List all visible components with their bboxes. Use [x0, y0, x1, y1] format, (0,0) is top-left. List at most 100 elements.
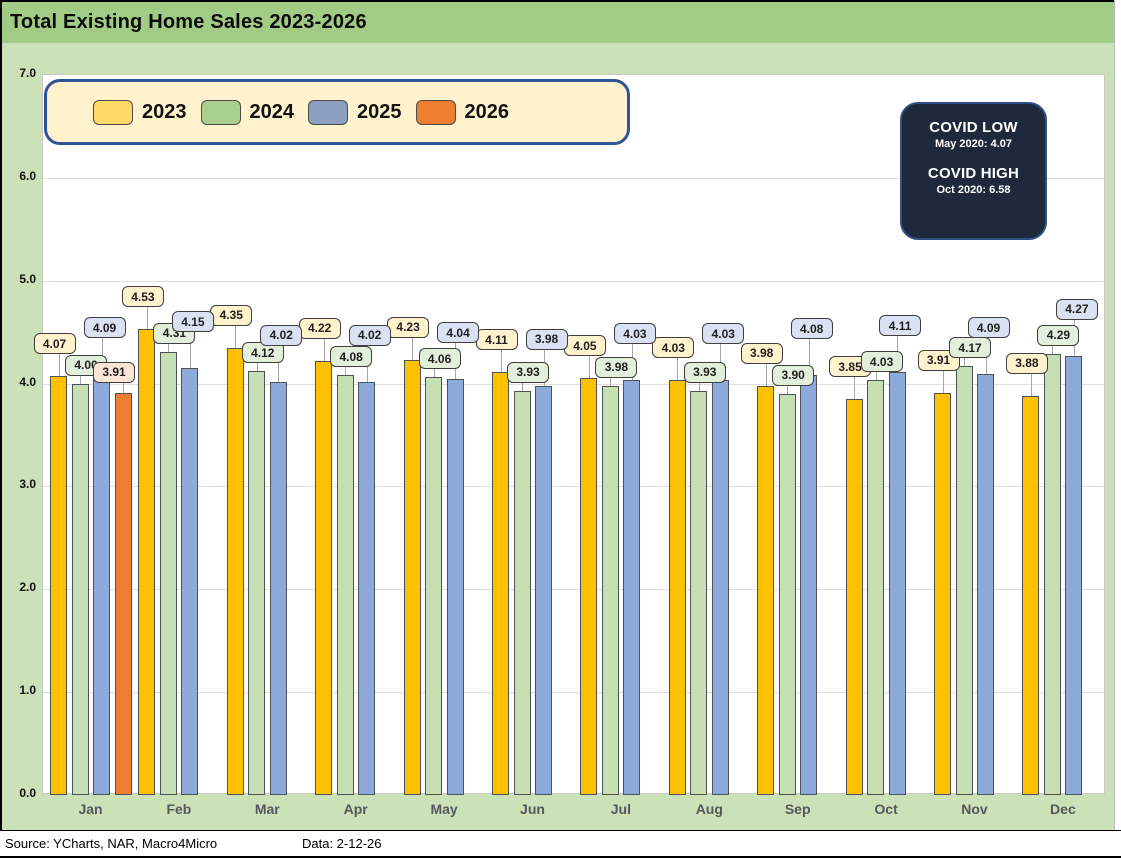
value-callout-2025-feb: 4.15	[171, 311, 214, 333]
spacer	[902, 150, 1045, 165]
legend-swatch-2026	[415, 99, 456, 125]
bar-2023-nov	[934, 392, 951, 795]
x-axis-label-oct: Oct	[874, 801, 898, 817]
y-axis-tick-label: 7.0	[19, 66, 36, 80]
callout-leader-line	[146, 307, 148, 330]
covid-high-title: COVID HIGH	[927, 165, 1020, 182]
value-callout-2025-oct: 4.11	[879, 315, 922, 337]
callout-leader-line	[256, 363, 258, 372]
legend-item-2023: 2023	[93, 99, 187, 125]
value-callout-2023-dec: 3.88	[1005, 352, 1048, 374]
callout-leader-line	[787, 385, 789, 394]
bar-2023-jun	[492, 372, 509, 795]
value-callout-2025-jun: 3.98	[525, 328, 568, 350]
bar-2024-may	[425, 377, 443, 795]
bar-2025-jul	[623, 380, 641, 795]
value-callout-2023-mar: 4.35	[210, 304, 253, 326]
bar-2026-jan	[114, 392, 132, 795]
value-callout-2025-dec: 4.27	[1055, 298, 1098, 320]
x-axis-label-dec: Dec	[1050, 801, 1076, 817]
value-callout-2025-mar: 4.02	[260, 324, 303, 346]
value-callout-2025-aug: 4.03	[702, 323, 745, 345]
value-callout-2025-jul: 4.03	[613, 323, 656, 345]
covid-annotation-box: COVID LOW May 2020: 4.07 COVID HIGH Oct …	[900, 102, 1047, 240]
value-callout-2024-dec: 4.29	[1037, 324, 1080, 346]
legend-swatch-2023	[93, 99, 133, 125]
callout-leader-line	[964, 358, 965, 367]
bar-2025-sep	[800, 375, 818, 795]
bar-2025-aug	[711, 380, 729, 795]
value-callout-2023-sep: 3.98	[740, 342, 783, 364]
bar-2023-feb	[138, 329, 156, 795]
callout-leader-line	[522, 382, 523, 391]
gridline-3	[43, 486, 1104, 488]
value-callout-2025-may: 4.04	[437, 322, 480, 344]
legend-label-2023: 2023	[142, 100, 187, 123]
bar-2025-feb	[181, 368, 199, 795]
x-axis-label-mar: Mar	[254, 801, 280, 817]
bar-2024-nov	[955, 366, 973, 795]
bar-2023-sep	[757, 385, 775, 795]
gridline-4	[43, 383, 1104, 385]
bar-2024-oct	[867, 380, 885, 795]
legend-item-2024: 2024	[200, 99, 294, 125]
value-callout-2025-apr: 4.02	[348, 324, 391, 346]
gridline-1	[43, 692, 1104, 694]
x-axis-label-jul: Jul	[610, 801, 632, 817]
value-callout-2026-jan: 3.91	[93, 361, 135, 383]
bar-2024-apr	[336, 375, 354, 795]
callout-leader-line	[610, 377, 612, 386]
value-callout-2024-aug: 3.93	[683, 361, 726, 383]
value-callout-2024-nov: 4.17	[949, 337, 991, 359]
value-callout-2024-sep: 3.90	[772, 364, 815, 386]
bar-2024-dec	[1043, 353, 1061, 795]
source-text: Source: YCharts, NAR, Macro4Micro	[5, 836, 218, 851]
y-axis-tick-label: 3.0	[19, 477, 36, 492]
bar-2023-mar	[226, 347, 244, 795]
bar-2023-may	[403, 359, 421, 795]
value-callout-2023-may: 4.23	[387, 316, 430, 338]
value-callout-2025-sep: 4.08	[790, 318, 833, 340]
x-axis-label-aug: Aug	[695, 801, 723, 817]
value-callout-2023-jun: 4.11	[475, 329, 518, 351]
x-axis-label-jun: Jun	[520, 801, 545, 817]
callout-leader-line	[58, 354, 60, 377]
legend: 2023 2024 2025 2026	[44, 79, 630, 145]
bar-2025-may	[446, 379, 464, 795]
gridline-5	[43, 280, 1104, 282]
callout-leader-line	[1052, 345, 1054, 354]
bar-2023-aug	[668, 380, 686, 795]
callout-leader-line	[168, 343, 170, 352]
covid-high-value: Oct 2020: 6.58	[936, 184, 1011, 196]
value-callout-2023-feb: 4.53	[121, 286, 164, 308]
bar-2025-oct	[888, 372, 906, 795]
callout-leader-line	[323, 338, 325, 361]
callout-leader-line	[412, 337, 414, 360]
bar-2025-dec	[1065, 355, 1083, 795]
callout-leader-line	[123, 382, 124, 393]
legend-swatch-2025	[308, 99, 348, 125]
covid-low-value: May 2020: 4.07	[934, 138, 1013, 150]
y-axis-tick-label: 6.0	[19, 168, 36, 183]
bar-2025-jan	[93, 374, 110, 795]
bar-2025-nov	[977, 374, 994, 795]
legend-label-2026: 2026	[464, 100, 510, 123]
data-date-text: Data: 2-12-26	[302, 836, 382, 851]
y-axis-tick-label: 5.0	[19, 271, 36, 286]
bar-2023-dec	[1022, 395, 1040, 795]
callout-leader-line	[942, 370, 944, 393]
bar-2024-aug	[690, 390, 708, 795]
value-callout-2023-apr: 4.22	[298, 317, 341, 339]
callout-leader-line	[808, 339, 810, 376]
callout-leader-line	[854, 377, 856, 399]
callout-leader-line	[500, 350, 502, 373]
value-callout-2023-aug: 4.03	[652, 337, 695, 359]
callout-leader-line	[677, 358, 679, 381]
bar-2024-jul	[601, 385, 619, 795]
callout-leader-line	[875, 372, 877, 381]
bar-2025-mar	[269, 381, 287, 795]
footer-bar: Source: YCharts, NAR, Macro4Micro Data: …	[0, 830, 1121, 858]
bar-2025-jun	[535, 385, 552, 795]
bar-2023-oct	[845, 399, 863, 795]
